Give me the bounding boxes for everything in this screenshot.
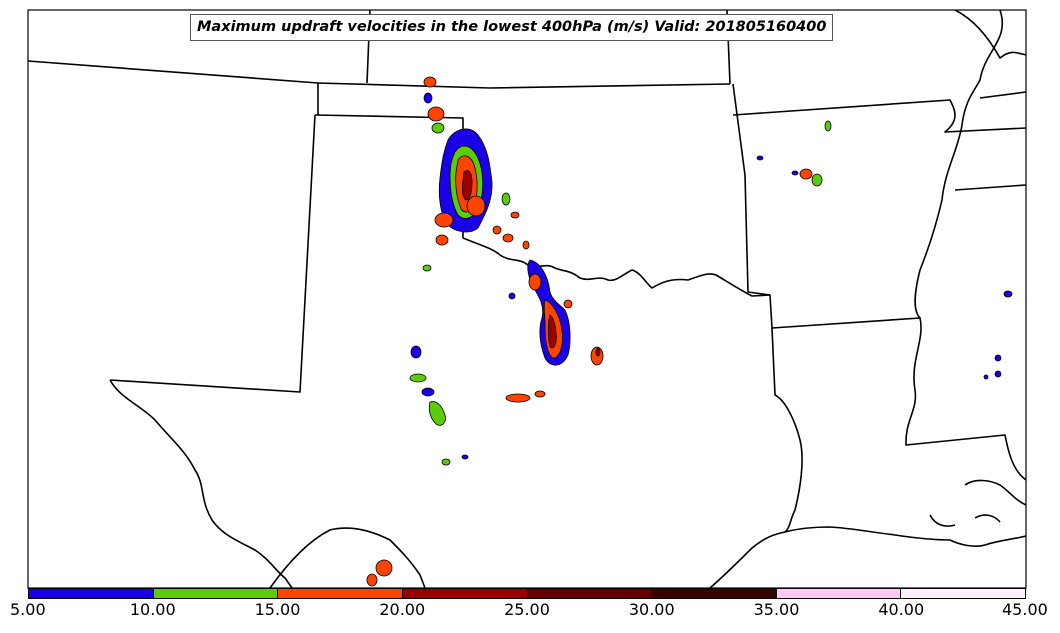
colorbar-tick-label: 40.00 (878, 600, 925, 619)
map-frame (27, 9, 1027, 589)
colorbar-segment (29, 589, 153, 598)
colorbar-tick-label: 20.00 (379, 600, 426, 619)
state-border-nm-tx (109, 114, 316, 393)
colorbar-tick-label: 35.00 (753, 600, 800, 619)
colorbar-tick-label: 15.00 (254, 600, 301, 619)
map-title: Maximum updraft velocities in the lowest… (190, 14, 834, 41)
colorbar-segment (651, 589, 776, 598)
colorbar-segment (900, 589, 1025, 598)
state-border-ok-ks (732, 83, 746, 176)
colorbar-tick-label: 5.00 (10, 600, 46, 619)
storm-cluster-north-texas (366, 259, 604, 587)
state-border-ar-la (771, 317, 921, 329)
colorbar (28, 588, 1026, 599)
la-coast-detail (929, 479, 1026, 527)
colorbar-tick-label: 10.00 (129, 600, 176, 619)
state-border-ms-river (905, 10, 1026, 481)
colorbar-segment (401, 589, 527, 598)
colorbar-segment (526, 589, 652, 598)
colorbar-tick-label: 25.00 (504, 600, 550, 619)
storm-cluster-arkansas (756, 120, 1013, 380)
gulf-coast (709, 526, 1026, 588)
state-border-mo-ar (732, 99, 1026, 133)
colorbar-tick-label: 45.00 (1002, 600, 1048, 619)
storm-cluster-panhandle (422, 76, 530, 272)
state-border-il-ky (954, 10, 1026, 59)
state-border-tx-la (771, 327, 803, 533)
colorbar-segment (775, 589, 901, 598)
state-border-ms-al (954, 184, 1026, 191)
state-border-co-ks (317, 82, 731, 89)
mexico-coast (269, 527, 426, 588)
rio-grande (109, 379, 293, 588)
state-border-ok-ar (744, 174, 773, 329)
state-border-tn (979, 91, 1026, 99)
colorbar-tick-label: 30.00 (628, 600, 675, 619)
state-border-red-river (462, 237, 771, 297)
colorbar-segment (277, 589, 402, 598)
colorbar-segment (152, 589, 278, 598)
